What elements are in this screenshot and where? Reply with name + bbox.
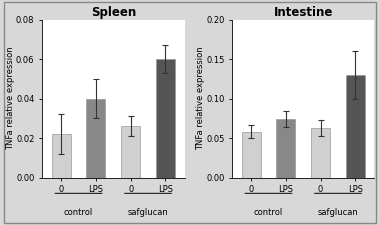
Title: Spleen: Spleen <box>91 6 136 18</box>
Bar <box>86 99 106 178</box>
Y-axis label: TNFa relative expression: TNFa relative expression <box>196 47 204 151</box>
Bar <box>156 59 175 178</box>
Bar <box>52 134 71 178</box>
Bar <box>276 119 295 178</box>
Y-axis label: TNFa relative expression: TNFa relative expression <box>6 47 14 151</box>
Bar <box>242 132 261 178</box>
Text: safglucan: safglucan <box>128 207 168 216</box>
Text: control: control <box>64 207 93 216</box>
Bar <box>311 128 330 178</box>
Bar <box>346 75 365 178</box>
Title: Intestine: Intestine <box>274 6 333 18</box>
Text: control: control <box>254 207 283 216</box>
Text: safglucan: safglucan <box>318 207 358 216</box>
Bar <box>121 126 140 178</box>
